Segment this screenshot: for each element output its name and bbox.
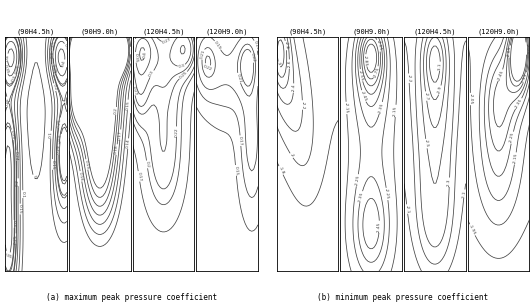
- Text: -2.7: -2.7: [423, 92, 429, 101]
- Text: 0.25: 0.25: [49, 40, 55, 51]
- Text: -2.75: -2.75: [373, 66, 380, 78]
- Text: -2.35: -2.35: [358, 191, 364, 203]
- Text: 0.2: 0.2: [145, 161, 149, 168]
- Text: (120H4.5h): (120H4.5h): [142, 29, 185, 35]
- Text: -2.9: -2.9: [437, 85, 443, 95]
- Text: 0.22: 0.22: [202, 64, 212, 72]
- Text: 0.22: 0.22: [174, 127, 179, 137]
- Text: -2.45: -2.45: [377, 221, 381, 233]
- Text: 0.15: 0.15: [234, 165, 238, 175]
- Text: 0.3: 0.3: [148, 70, 155, 78]
- Text: -2.2: -2.2: [406, 74, 411, 83]
- Text: 0.1: 0.1: [49, 131, 53, 138]
- Text: (90H9.0h): (90H9.0h): [352, 29, 390, 35]
- Text: 0.35: 0.35: [63, 43, 70, 54]
- Text: 0.35: 0.35: [134, 52, 138, 63]
- Text: 0.4: 0.4: [5, 54, 10, 61]
- Text: 0.3: 0.3: [11, 74, 18, 82]
- Text: 0.21: 0.21: [236, 73, 242, 83]
- Text: -2.6: -2.6: [287, 60, 292, 68]
- Text: 0.3: 0.3: [178, 63, 185, 69]
- Text: 0.17: 0.17: [238, 136, 243, 145]
- Text: 0.1: 0.1: [21, 191, 25, 198]
- Text: 0.19: 0.19: [84, 159, 90, 170]
- Text: -2.55: -2.55: [521, 72, 529, 84]
- Text: -2.2: -2.2: [301, 101, 304, 109]
- Text: 0.27: 0.27: [162, 37, 172, 45]
- Text: 0.25: 0.25: [14, 234, 18, 244]
- Text: 0.18: 0.18: [114, 145, 119, 155]
- Text: 0.22: 0.22: [250, 52, 256, 63]
- Text: (90H9.0h): (90H9.0h): [81, 29, 119, 35]
- Text: 0.16: 0.16: [78, 171, 84, 181]
- Text: -2.1: -2.1: [462, 190, 467, 199]
- Text: 0.24: 0.24: [49, 64, 55, 74]
- Text: -2.15: -2.15: [344, 102, 349, 114]
- Text: -2.15: -2.15: [393, 105, 398, 117]
- Text: 0.29: 0.29: [51, 63, 57, 74]
- Text: 0.35: 0.35: [2, 252, 13, 260]
- Text: -2.5: -2.5: [424, 139, 429, 148]
- Text: -2.65: -2.65: [507, 46, 512, 57]
- Text: -2.8: -2.8: [284, 41, 288, 50]
- Text: -2.35: -2.35: [514, 98, 523, 109]
- Text: -2.15: -2.15: [512, 152, 518, 164]
- Text: 0.15: 0.15: [126, 100, 130, 110]
- Text: -2.35: -2.35: [378, 102, 384, 114]
- Text: -2.25: -2.25: [354, 174, 360, 186]
- Text: 0.27: 0.27: [131, 85, 137, 95]
- Text: (90H4.5h): (90H4.5h): [17, 29, 55, 35]
- Text: -2.4: -2.4: [292, 84, 296, 92]
- Text: -2.55: -2.55: [358, 69, 364, 81]
- Text: 0.3: 0.3: [51, 51, 55, 58]
- Text: (b) minimum peak pressure coefficient: (b) minimum peak pressure coefficient: [318, 293, 488, 302]
- Text: 0.19: 0.19: [213, 40, 222, 50]
- Text: -2.45: -2.45: [497, 69, 505, 81]
- Text: 0.4: 0.4: [143, 51, 147, 58]
- Text: (120H9.0h): (120H9.0h): [206, 29, 248, 35]
- Text: 0.4: 0.4: [61, 59, 67, 67]
- Text: 0.25: 0.25: [5, 97, 10, 107]
- Text: 0.17: 0.17: [136, 171, 142, 181]
- Text: 0.2: 0.2: [52, 83, 57, 91]
- Text: -2.75: -2.75: [525, 43, 529, 54]
- Text: 0.15: 0.15: [18, 204, 22, 214]
- Text: 0.15: 0.15: [51, 160, 55, 169]
- Text: 0.21: 0.21: [200, 49, 206, 59]
- Text: (90H4.5h): (90H4.5h): [288, 29, 327, 35]
- Text: 0.29: 0.29: [15, 64, 21, 74]
- Text: -2.25: -2.25: [384, 188, 390, 200]
- Text: (a) maximum peak pressure coefficient: (a) maximum peak pressure coefficient: [46, 293, 217, 302]
- Text: 0.14: 0.14: [126, 139, 130, 149]
- Text: -1.95: -1.95: [468, 224, 477, 236]
- Text: -1.8: -1.8: [277, 166, 285, 175]
- Text: -3: -3: [276, 61, 281, 67]
- Text: 0.17: 0.17: [118, 130, 123, 140]
- Text: 0.29: 0.29: [57, 145, 61, 154]
- Text: -3.1: -3.1: [438, 62, 443, 71]
- Text: (120H9.0h): (120H9.0h): [477, 29, 520, 35]
- Text: -2: -2: [289, 153, 294, 159]
- Text: 0.25: 0.25: [57, 118, 62, 128]
- Text: 0.2: 0.2: [114, 107, 118, 114]
- Text: -2.3: -2.3: [447, 178, 452, 187]
- Text: -2.1: -2.1: [405, 205, 410, 213]
- Text: 0.35: 0.35: [3, 64, 9, 74]
- Text: -2.25: -2.25: [509, 132, 516, 144]
- Text: 0.3: 0.3: [12, 221, 16, 227]
- Text: 0.2: 0.2: [16, 179, 20, 186]
- Text: 0.29: 0.29: [10, 130, 15, 140]
- Text: 0.25: 0.25: [178, 70, 188, 80]
- Text: -2.05: -2.05: [468, 93, 472, 105]
- Text: 0.19: 0.19: [253, 40, 260, 51]
- Text: -2.45: -2.45: [360, 90, 367, 102]
- Text: 0.24: 0.24: [14, 151, 19, 160]
- Text: -2.85: -2.85: [363, 55, 368, 66]
- Text: 0: 0: [31, 174, 36, 178]
- Text: (120H4.5h): (120H4.5h): [413, 29, 456, 35]
- Text: 0.3: 0.3: [131, 39, 137, 46]
- Text: 0.3: 0.3: [58, 134, 63, 142]
- Text: -2.65: -2.65: [376, 40, 383, 52]
